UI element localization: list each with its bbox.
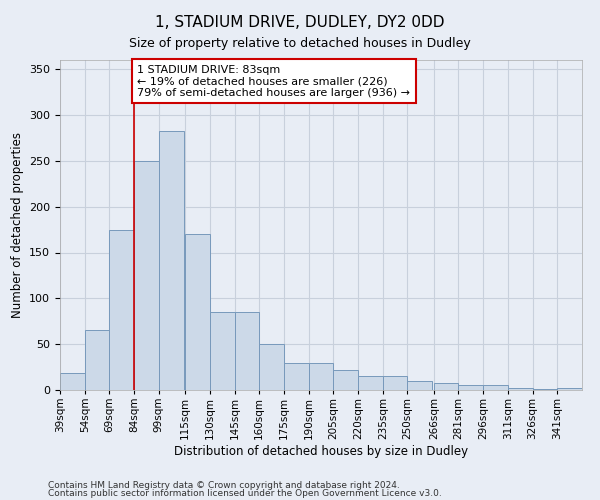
Text: Contains HM Land Registry data © Crown copyright and database right 2024.: Contains HM Land Registry data © Crown c… bbox=[48, 480, 400, 490]
Y-axis label: Number of detached properties: Number of detached properties bbox=[11, 132, 23, 318]
Bar bbox=[557, 388, 582, 390]
Bar bbox=[458, 384, 483, 390]
Bar bbox=[334, 370, 358, 390]
Bar bbox=[434, 382, 458, 390]
Bar bbox=[483, 386, 508, 390]
Bar bbox=[159, 130, 184, 390]
Text: 1 STADIUM DRIVE: 83sqm
← 19% of detached houses are smaller (226)
79% of semi-de: 1 STADIUM DRIVE: 83sqm ← 19% of detached… bbox=[137, 64, 410, 98]
Bar bbox=[407, 381, 432, 390]
Bar bbox=[533, 389, 557, 390]
Bar bbox=[284, 362, 308, 390]
Bar bbox=[358, 376, 383, 390]
Bar bbox=[185, 234, 210, 390]
Text: 1, STADIUM DRIVE, DUDLEY, DY2 0DD: 1, STADIUM DRIVE, DUDLEY, DY2 0DD bbox=[155, 15, 445, 30]
Bar bbox=[134, 161, 159, 390]
Bar bbox=[109, 230, 134, 390]
Text: Contains public sector information licensed under the Open Government Licence v3: Contains public sector information licen… bbox=[48, 489, 442, 498]
Bar bbox=[85, 330, 109, 390]
Bar bbox=[210, 312, 235, 390]
Bar bbox=[383, 376, 407, 390]
Bar bbox=[259, 344, 284, 390]
Bar bbox=[508, 388, 533, 390]
Bar bbox=[235, 312, 259, 390]
Text: Size of property relative to detached houses in Dudley: Size of property relative to detached ho… bbox=[129, 38, 471, 51]
Bar bbox=[60, 372, 85, 390]
X-axis label: Distribution of detached houses by size in Dudley: Distribution of detached houses by size … bbox=[174, 444, 468, 458]
Bar bbox=[308, 362, 334, 390]
